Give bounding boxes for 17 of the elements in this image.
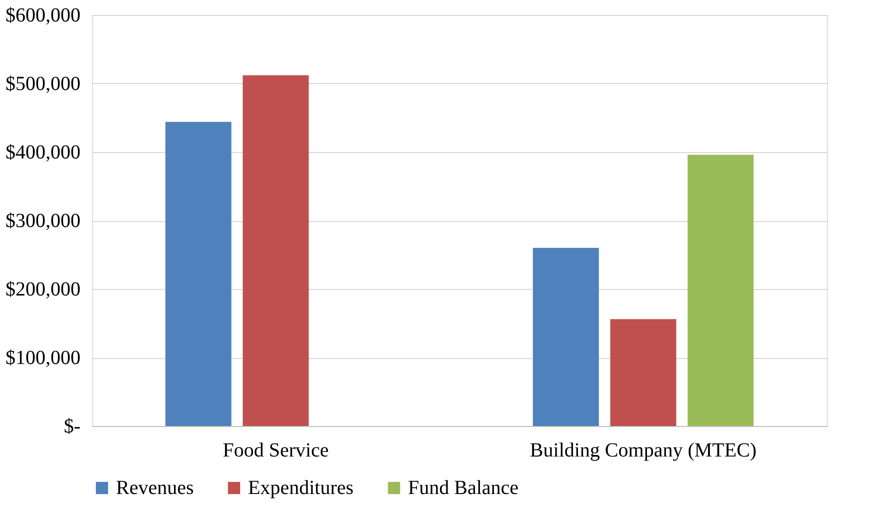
y-tick-label: $400,000 [6, 142, 80, 164]
y-tick-label: $300,000 [6, 210, 80, 232]
legend-label: Expenditures [248, 477, 354, 499]
bar [532, 248, 599, 426]
bar [610, 319, 676, 426]
y-tick-label: $100,000 [6, 347, 80, 369]
y-tick-label: $500,000 [6, 73, 80, 95]
bar [165, 122, 232, 426]
legend-label: Fund Balance [408, 477, 519, 499]
x-tick-label: Building Company (MTEC) [530, 440, 757, 462]
y-tick-label: $- [64, 416, 80, 438]
bar [242, 75, 309, 426]
y-tick-label: $600,000 [6, 4, 80, 26]
bar [688, 154, 754, 426]
y-tick-label: $200,000 [6, 278, 80, 300]
legend-label: Revenues [116, 477, 194, 499]
x-tick-label: Food Service [222, 440, 329, 462]
